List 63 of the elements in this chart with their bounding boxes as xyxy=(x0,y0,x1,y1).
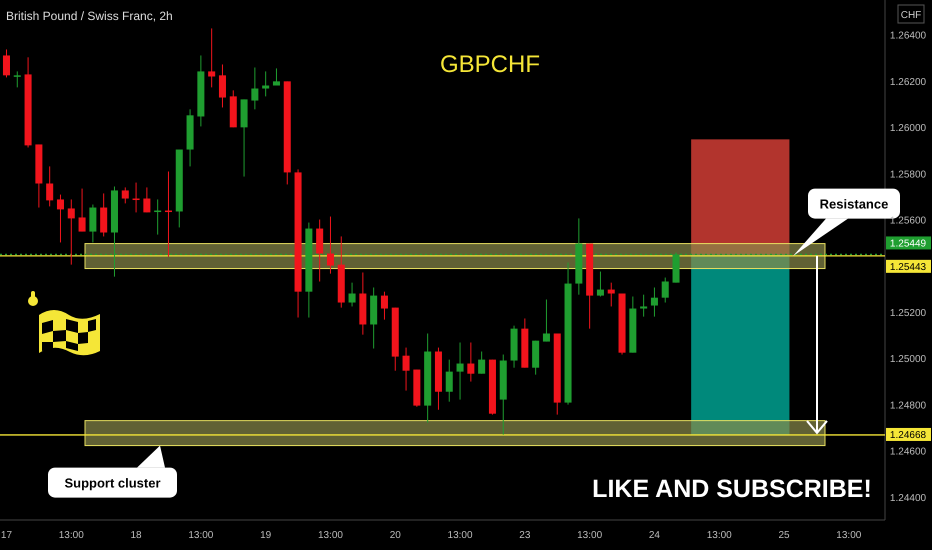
x-tick-label: 13:00 xyxy=(58,530,84,541)
candlestick xyxy=(402,347,410,392)
candlestick xyxy=(56,194,64,243)
band-label: Support cluster xyxy=(64,476,161,491)
ref-line-label: 1.24668 xyxy=(890,430,927,441)
candlestick xyxy=(380,291,388,320)
candlestick xyxy=(650,287,658,318)
candlestick xyxy=(68,198,75,266)
candlestick xyxy=(2,48,10,78)
x-tick-label: 19 xyxy=(260,530,272,541)
x-tick-label: 13:00 xyxy=(577,530,603,541)
band-label: Resistance xyxy=(820,196,888,212)
candlestick xyxy=(164,170,172,258)
x-tick-label: 23 xyxy=(519,530,531,541)
candlestick xyxy=(78,188,86,232)
x-tick-label: 13:00 xyxy=(188,530,214,541)
candlestick xyxy=(478,351,486,374)
candlestick xyxy=(154,198,162,236)
y-tick-label: 1.24800 xyxy=(890,400,927,412)
candlestick xyxy=(608,282,615,307)
x-tick-label: 17 xyxy=(0,530,12,541)
y-tick-label: 1.26200 xyxy=(890,76,927,88)
x-tick-label: 24 xyxy=(648,530,660,541)
y-tick-label: 1.26000 xyxy=(890,123,927,134)
ref-line-label: 1.25443 xyxy=(890,262,927,273)
y-tick-label: 1.26400 xyxy=(890,30,927,42)
candlestick xyxy=(208,28,216,88)
candlestick xyxy=(132,182,140,213)
x-tick-label: 20 xyxy=(390,530,402,541)
candlestick xyxy=(143,186,150,213)
text: GBPCHF xyxy=(440,51,540,78)
y-tick-label: 1.24600 xyxy=(890,446,927,458)
x-tick-label: 13:00 xyxy=(706,530,732,541)
candlestick xyxy=(596,271,604,298)
y-tick-label: 1.25000 xyxy=(890,354,927,366)
x-tick-label: 13:00 xyxy=(448,530,473,541)
candlestick xyxy=(640,294,648,318)
candlestick xyxy=(467,342,474,382)
candlestick xyxy=(348,282,356,307)
candlestick xyxy=(326,216,334,274)
candlestick xyxy=(662,277,669,304)
text: British Pound / Swiss Franc, 2h xyxy=(6,9,173,23)
candlestick xyxy=(251,66,258,110)
x-tick-label: 25 xyxy=(778,530,790,541)
y-tick-label: 1.25800 xyxy=(890,169,927,180)
annotation: LIKE AND SUBSCRIBE! xyxy=(592,475,872,503)
candlestick xyxy=(122,186,129,204)
y-tick-label: 1.25600 xyxy=(890,216,927,227)
candlestick xyxy=(218,64,226,108)
candlestick xyxy=(272,68,280,86)
candlestick xyxy=(14,70,21,88)
x-tick-label: 18 xyxy=(130,530,142,541)
candlestick xyxy=(542,299,550,342)
y-tick-label: 1.25200 xyxy=(890,308,927,319)
y-tick-label: 1.24400 xyxy=(890,492,927,504)
x-tick-label: 13:00 xyxy=(318,530,344,541)
ref-line-label: 1.25449 xyxy=(890,238,927,250)
candlestick xyxy=(262,70,270,97)
text: CHF xyxy=(900,10,922,21)
candlestick xyxy=(456,342,464,400)
candlestick xyxy=(46,166,54,207)
x-tick-label: 13:00 xyxy=(836,530,862,541)
candlestick xyxy=(446,359,453,402)
